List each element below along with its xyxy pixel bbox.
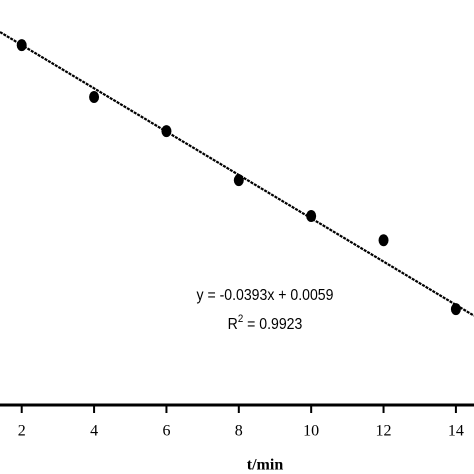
- x-tick-label: 12: [376, 423, 392, 440]
- fit-line: [0, 31, 474, 317]
- x-axis-label: t/min: [247, 457, 284, 474]
- x-tick-label: 2: [18, 423, 26, 440]
- x-tick-label: 10: [303, 423, 319, 440]
- point: [161, 125, 172, 138]
- r-squared: R2 = 0.9923: [228, 313, 303, 333]
- r-value: = 0.9923: [243, 315, 302, 333]
- equation: y = -0.0393x + 0.0059: [197, 286, 334, 304]
- point: [16, 39, 27, 52]
- x-tick-label: 8: [235, 423, 243, 440]
- x-tick-label: 4: [90, 423, 98, 440]
- r-superscript: 2: [238, 313, 244, 325]
- point: [89, 90, 100, 103]
- x-tick-label: 6: [162, 423, 170, 440]
- point: [450, 303, 461, 316]
- r-symbol: R: [228, 315, 238, 333]
- point: [378, 234, 389, 247]
- x-tick-label: 14: [448, 423, 464, 440]
- point: [306, 210, 317, 222]
- point: [233, 174, 244, 187]
